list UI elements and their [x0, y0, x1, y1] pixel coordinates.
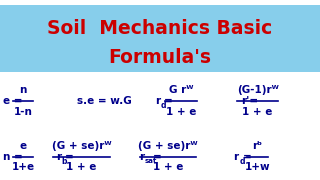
Text: n =: n = [3, 152, 23, 162]
Text: 1 + e: 1 + e [67, 162, 97, 172]
Text: e: e [20, 141, 27, 151]
Text: 1 + e: 1 + e [166, 107, 196, 117]
Text: =: = [164, 96, 173, 106]
Text: r: r [139, 152, 144, 162]
Text: n: n [19, 85, 27, 95]
Text: 1 + e: 1 + e [153, 162, 183, 172]
Text: (G-1)rᵂ: (G-1)rᵂ [237, 85, 278, 95]
Text: r: r [155, 96, 160, 106]
Text: 1 + e: 1 + e [243, 107, 273, 117]
Text: =: = [243, 152, 251, 162]
FancyBboxPatch shape [0, 5, 320, 72]
Text: r: r [234, 152, 239, 162]
Text: 1+w: 1+w [245, 162, 270, 172]
Text: (G + se)rᵂ: (G + se)rᵂ [138, 141, 198, 151]
Text: r: r [56, 152, 61, 162]
Text: 1+e: 1+e [12, 162, 35, 172]
Text: d: d [239, 157, 245, 166]
Text: b: b [62, 157, 67, 166]
Text: e =: e = [3, 96, 23, 106]
Text: rᵇ: rᵇ [252, 141, 263, 151]
Text: sat: sat [145, 158, 157, 164]
Text: s.e = w.G: s.e = w.G [77, 96, 132, 106]
Text: G rᵂ: G rᵂ [169, 85, 193, 95]
Text: Soil  Mechanics Basic: Soil Mechanics Basic [47, 19, 273, 38]
Text: (G + se)rᵂ: (G + se)rᵂ [52, 141, 111, 151]
Text: d: d [161, 101, 166, 110]
Text: Formula's: Formula's [108, 48, 212, 67]
Text: 1-n: 1-n [14, 107, 32, 117]
Text: =: = [65, 152, 74, 162]
Text: =: = [153, 152, 162, 162]
Text: r'=: r'= [242, 96, 259, 106]
